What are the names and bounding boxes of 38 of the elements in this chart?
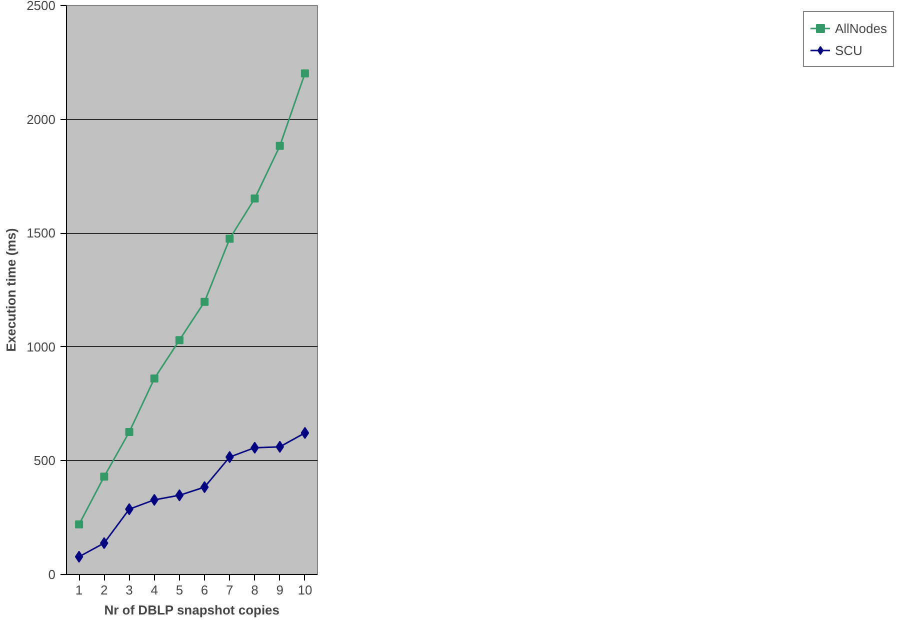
point	[74, 550, 84, 563]
x-tick-label: 9	[276, 582, 284, 598]
point	[225, 451, 234, 464]
point	[125, 428, 134, 436]
y-tick-label: 0	[48, 567, 56, 582]
point	[276, 440, 284, 453]
x-tick-label: 7	[226, 582, 234, 598]
point	[175, 336, 184, 344]
point	[75, 520, 84, 528]
x-tick-label: 8	[251, 582, 258, 598]
legend-label: SCU	[834, 42, 862, 58]
y-tick-label: 1000	[26, 339, 56, 354]
x-tick-label: 2	[100, 582, 108, 598]
y-tick-label: 2500	[26, 0, 56, 13]
y-tick-label: 500	[34, 453, 56, 468]
x-axis-title: Nr of DBLP snapshot copies	[104, 602, 280, 618]
x-tick-label: 1	[75, 582, 83, 598]
point	[175, 489, 184, 502]
point	[200, 481, 209, 494]
point	[100, 537, 108, 550]
x-tick-label: 5	[176, 582, 184, 598]
point	[300, 426, 310, 439]
x-tick-label: 4	[150, 582, 158, 598]
x-tick-label: 3	[126, 582, 133, 598]
legend-label: AllNodes	[834, 20, 887, 36]
point	[250, 194, 259, 203]
point	[226, 234, 234, 243]
x-tick-label: 10	[298, 582, 312, 598]
point	[150, 494, 159, 506]
point	[300, 69, 309, 78]
point	[276, 142, 284, 150]
point	[100, 472, 108, 481]
y-tick-label: 1500	[26, 226, 56, 241]
point	[150, 374, 158, 383]
y-axis-title: Execution time (ms)	[4, 228, 19, 352]
x-tick-label: 6	[200, 582, 208, 598]
y-tick-label: 2000	[26, 112, 56, 127]
point	[200, 298, 209, 306]
